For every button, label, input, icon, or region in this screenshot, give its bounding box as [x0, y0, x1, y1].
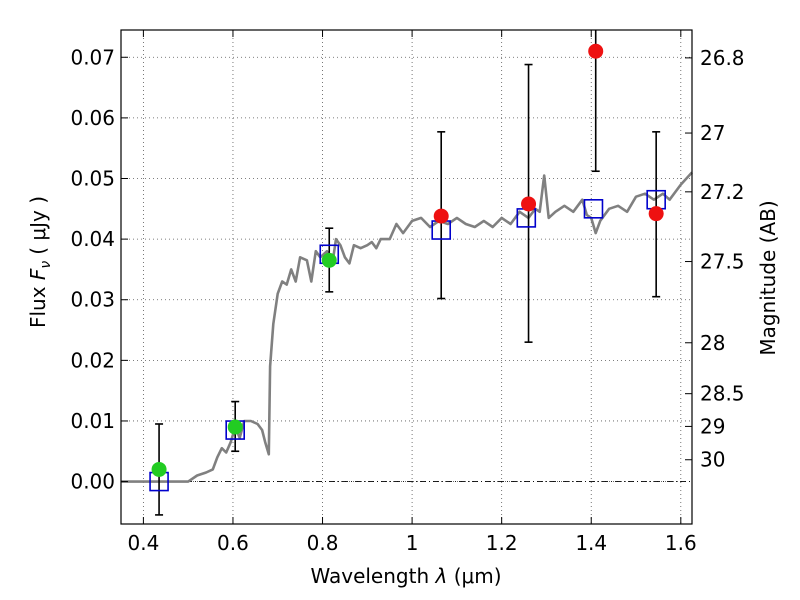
- x-tick-label: 1: [406, 531, 419, 555]
- y-tick-label: 0.02: [70, 348, 115, 372]
- y-axis-ticks: 0.00 0.01 0.02 0.03 0.04 0.05 0.06 0.07: [70, 45, 128, 494]
- x-axis-label: Wavelength λ (μm): [310, 564, 501, 588]
- y-tick-label: 0.06: [70, 106, 115, 130]
- sed-model-layer: [121, 171, 693, 483]
- y-tick-label: 0.07: [70, 45, 115, 69]
- detection-point: [227, 419, 243, 435]
- sed-model-line: [121, 171, 693, 483]
- model-flux-layer: [149, 189, 666, 492]
- x-tick-label: 1.2: [486, 531, 518, 555]
- magnitude-tick-label: 28: [700, 331, 725, 355]
- plot-frame: [120, 29, 693, 525]
- detection-point: [151, 461, 167, 477]
- y-axis-label: Flux Fν( μJy ): [26, 196, 54, 328]
- x-tick-label: 0.4: [127, 531, 159, 555]
- magnitude-tick-label: 27.2: [700, 180, 745, 204]
- x-tick-label: 0.8: [307, 531, 339, 555]
- magnitude-tick-label: 29: [700, 414, 725, 438]
- y-tick-label: 0.01: [70, 409, 115, 433]
- magnitude-tick-label: 27: [700, 121, 725, 145]
- magnitude-tick-label: 30: [700, 448, 725, 472]
- x-tick-label: 1.6: [665, 531, 697, 555]
- non-detection-point: [648, 206, 664, 222]
- non-detection-point: [433, 208, 449, 224]
- x-tick-label: 1.4: [575, 531, 607, 555]
- grid: [121, 30, 692, 524]
- model-flux-square: [583, 199, 604, 219]
- x-axis-ticks: 0.4 0.6 0.8 1 1.2 1.4 1.6: [127, 30, 697, 555]
- magnitude-tick-label: 26.8: [700, 46, 745, 70]
- magnitude-axis-label: Magnitude (AB): [756, 200, 780, 355]
- y-tick-label: 0.04: [70, 227, 115, 251]
- magnitude-axis-ticks: 26.8 27 27.2 27.5 28 28.5 29 30: [685, 46, 745, 472]
- magnitude-tick-label: 27.5: [700, 250, 745, 274]
- photometry-layer: [151, 43, 664, 477]
- y-tick-label: 0.05: [70, 167, 115, 191]
- y-tick-label: 0.00: [70, 470, 115, 494]
- detection-point: [321, 252, 337, 268]
- magnitude-tick-label: 28.5: [700, 382, 745, 406]
- non-detection-point: [521, 196, 537, 212]
- non-detection-point: [588, 43, 604, 59]
- x-tick-label: 0.6: [217, 531, 249, 555]
- y-tick-label: 0.03: [70, 288, 115, 312]
